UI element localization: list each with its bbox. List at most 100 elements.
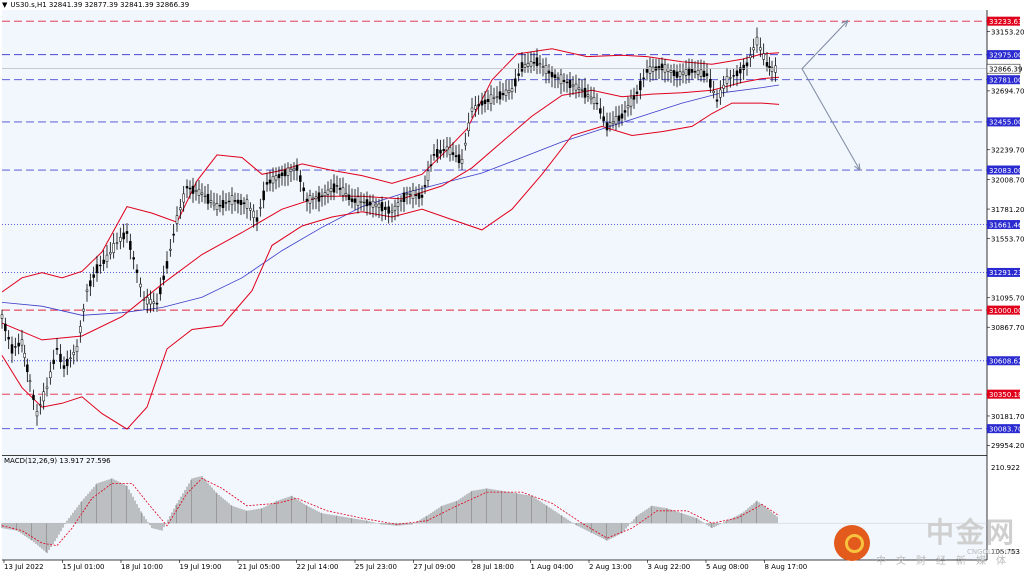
candle-body: [329, 188, 333, 192]
candle-body: [289, 168, 293, 172]
candle-body: [483, 99, 487, 104]
candle-body: [185, 186, 189, 189]
candle-body: [99, 264, 102, 267]
candle-body: [390, 210, 394, 213]
y-tick-label-4: 31781.20: [991, 206, 1024, 214]
candle-body: [283, 169, 287, 177]
candle-body: [457, 154, 461, 164]
candle-body: [162, 275, 165, 280]
candle-body: [72, 352, 75, 355]
y-tick-label-0: 33153.20: [991, 28, 1024, 36]
candle-body: [102, 259, 105, 264]
dropdown-icon[interactable]: ▼: [2, 1, 8, 9]
candle-body: [268, 179, 272, 184]
watermark: 中金网 CNGOLD.COM 中文财经新媒体: [834, 518, 1016, 568]
candle-body: [146, 297, 149, 305]
level-tag-8: [987, 356, 1020, 366]
candle-body: [194, 190, 198, 192]
candle-body: [448, 147, 452, 155]
candle-body: [526, 63, 530, 67]
candle-body: [467, 122, 470, 131]
candle-body: [635, 91, 639, 94]
candle-body: [347, 194, 351, 200]
candle-body: [507, 90, 511, 93]
projection-down-line: [801, 68, 861, 171]
candle-body: [155, 302, 159, 305]
level-tag-1: [987, 50, 1020, 60]
candle-body: [729, 77, 732, 79]
candle-body: [755, 36, 759, 46]
candle-body: [712, 90, 715, 93]
candle-body: [617, 115, 621, 121]
candle-body: [442, 149, 445, 151]
candle-body: [735, 70, 739, 77]
candle-body: [739, 67, 742, 74]
candle-body: [405, 192, 409, 195]
candle-body: [489, 94, 493, 104]
candle-body: [681, 71, 685, 75]
candle-body: [119, 237, 122, 242]
candle-body: [149, 299, 152, 305]
candle-body: [75, 346, 79, 352]
candle-body: [477, 104, 480, 107]
candle-body: [480, 100, 484, 106]
candle-body: [464, 142, 467, 146]
candle-body: [350, 198, 354, 202]
candle-body: [35, 411, 39, 417]
candle-body: [620, 113, 624, 119]
candle-body: [684, 69, 688, 76]
y-tick-label-11: 30181.70: [991, 413, 1024, 421]
candle-body: [17, 342, 20, 347]
candle-body: [429, 164, 433, 166]
level-label-1: 32975.00: [989, 51, 1022, 59]
candle-body: [79, 326, 82, 333]
candle-body: [501, 93, 505, 96]
candle-body: [338, 187, 342, 190]
candle-body: [172, 233, 175, 236]
candle-body: [529, 61, 533, 67]
candle-body: [280, 172, 284, 176]
candle-body: [417, 192, 421, 199]
candle-body: [687, 67, 691, 76]
candle-body: [523, 64, 527, 68]
candle-body: [387, 206, 390, 214]
candle-body: [559, 74, 563, 85]
candle-body: [752, 47, 755, 51]
y-tick-label-7: 31095.70: [991, 295, 1024, 303]
candle-body: [657, 66, 661, 70]
candle-body: [377, 203, 381, 208]
candle-body: [227, 200, 231, 203]
candle-body: [445, 146, 449, 151]
candle-body: [439, 149, 442, 154]
candle-body: [759, 47, 762, 51]
macd-signal-line: [1, 477, 780, 547]
candle-body: [705, 73, 709, 76]
candle-body: [532, 61, 536, 64]
candle-body: [295, 164, 299, 171]
candle-body: [52, 359, 55, 364]
candle-body: [169, 248, 172, 251]
bollinger-mid-line: [1, 76, 780, 341]
candle-body: [344, 193, 348, 196]
candle-body: [642, 77, 645, 79]
level-label-6: 31291.23: [989, 269, 1022, 277]
candle-body: [520, 62, 524, 72]
current-price-tag: [986, 63, 1021, 74]
candle-body: [580, 89, 584, 91]
candle-body: [32, 394, 35, 400]
candle-body: [568, 80, 572, 88]
y-tick-label-8: 30867.70: [991, 324, 1024, 332]
candle-body: [203, 195, 207, 198]
x-tick-label-11: 3 Aug 22:00: [648, 563, 691, 571]
candle-body: [179, 207, 182, 211]
candle-body: [645, 68, 649, 73]
candle-body: [252, 210, 255, 218]
candle-body: [474, 105, 477, 110]
candle-body: [510, 88, 514, 92]
candle-body: [745, 62, 749, 67]
candle-body: [411, 190, 415, 199]
candle-body: [271, 176, 275, 184]
candle-body: [89, 280, 92, 287]
candle-body: [292, 167, 296, 171]
